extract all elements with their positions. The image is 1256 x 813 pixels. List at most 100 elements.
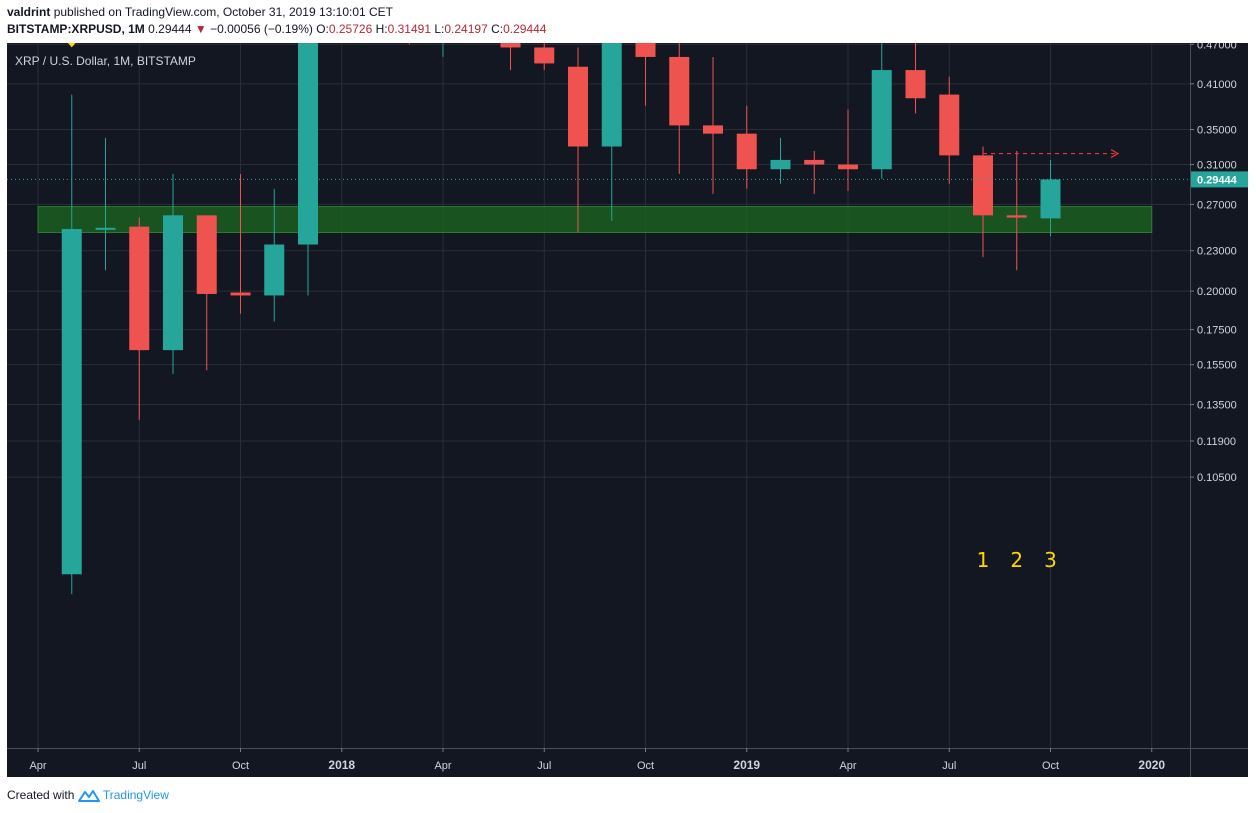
candle[interactable] bbox=[838, 109, 858, 191]
price-tick-label: 0.20000 bbox=[1197, 286, 1237, 298]
candle[interactable] bbox=[635, 43, 656, 106]
candle-body bbox=[703, 125, 723, 134]
support-zone bbox=[37, 206, 1153, 233]
candle[interactable] bbox=[534, 43, 555, 71]
candle[interactable] bbox=[669, 43, 690, 175]
candle[interactable] bbox=[196, 215, 217, 371]
close-value: 0.29444 bbox=[503, 22, 547, 36]
candle-body bbox=[838, 164, 858, 170]
time-tick-label: Apr bbox=[839, 760, 856, 772]
time-tick-label: Oct bbox=[232, 760, 249, 772]
candle[interactable] bbox=[939, 76, 960, 184]
annotation-label: 1 bbox=[977, 548, 990, 572]
time-tick-label: 2018 bbox=[328, 758, 355, 772]
time-tick-label: Jul bbox=[132, 760, 146, 772]
candle[interactable] bbox=[264, 188, 285, 322]
candle-body bbox=[973, 155, 993, 216]
price-tick-label: 0.47000 bbox=[1197, 43, 1237, 51]
candle-body bbox=[871, 70, 892, 170]
high-value: 0.31491 bbox=[387, 22, 431, 36]
tradingview-brand[interactable]: TradingView bbox=[102, 788, 169, 802]
price-tick-label: 0.17500 bbox=[1197, 325, 1237, 337]
candle-body bbox=[1040, 179, 1061, 219]
candle-body bbox=[163, 215, 183, 351]
arrow-head-icon bbox=[1110, 149, 1120, 159]
candle-body bbox=[534, 47, 555, 64]
low-value: 0.24197 bbox=[444, 22, 488, 36]
candle[interactable] bbox=[736, 105, 757, 189]
candle[interactable] bbox=[61, 94, 82, 595]
candle[interactable] bbox=[500, 43, 521, 71]
candle-body bbox=[939, 94, 960, 156]
candle[interactable] bbox=[298, 43, 318, 296]
candle[interactable] bbox=[973, 146, 993, 258]
candle-body bbox=[905, 70, 926, 99]
candle[interactable] bbox=[230, 174, 251, 314]
candle-body bbox=[196, 215, 217, 294]
last-price-badge-label: 0.29444 bbox=[1197, 174, 1238, 186]
candle-body bbox=[264, 244, 285, 296]
candle-body bbox=[736, 133, 757, 170]
candle[interactable] bbox=[770, 137, 791, 184]
candle[interactable] bbox=[905, 43, 926, 114]
time-tick-label: Jul bbox=[942, 760, 956, 772]
candle-body bbox=[770, 159, 791, 170]
candle[interactable] bbox=[601, 43, 622, 221]
candle[interactable] bbox=[95, 137, 116, 271]
price-tick-label: 0.41000 bbox=[1197, 79, 1237, 91]
candle-body bbox=[230, 292, 251, 296]
candle[interactable] bbox=[1040, 160, 1061, 237]
price-tick-label: 0.13500 bbox=[1197, 400, 1237, 412]
publish-text: published on TradingView.com, October 31… bbox=[53, 5, 394, 19]
price-tick-label: 0.23000 bbox=[1197, 246, 1237, 258]
symbol-label: BITSTAMP:XRPUSD, 1M bbox=[7, 22, 145, 36]
open-value: 0.25726 bbox=[328, 22, 373, 36]
chart-title: XRP / U.S. Dollar, 1M, BITSTAMP bbox=[15, 54, 196, 68]
candle-body bbox=[129, 226, 150, 351]
candle[interactable] bbox=[433, 43, 453, 57]
candle-body bbox=[1006, 215, 1027, 218]
candle-body bbox=[669, 56, 690, 126]
price-tick-label: 0.31000 bbox=[1197, 160, 1237, 172]
candle-body bbox=[568, 66, 588, 147]
ohlc-legend: BITSTAMP:XRPUSD, 1M 0.29444 ▼ −0.00056 (… bbox=[7, 22, 546, 36]
time-tick-label: 2020 bbox=[1138, 758, 1165, 772]
time-tick-label: Jul bbox=[537, 760, 551, 772]
low-label: L: bbox=[434, 22, 445, 36]
candle[interactable] bbox=[163, 174, 183, 375]
marker-triangle-icon bbox=[67, 43, 76, 48]
candle[interactable] bbox=[871, 43, 892, 179]
candle[interactable] bbox=[804, 150, 825, 194]
time-tick-label: Apr bbox=[29, 760, 46, 772]
annotation-label: 3 bbox=[1044, 548, 1057, 572]
candle[interactable] bbox=[129, 217, 150, 420]
candle[interactable] bbox=[568, 47, 588, 233]
time-tick-label: Apr bbox=[434, 760, 451, 772]
high-label: H: bbox=[375, 22, 388, 36]
down-arrow-icon: ▼ bbox=[194, 22, 207, 36]
candle-body bbox=[500, 43, 521, 48]
price-tick-label: 0.11900 bbox=[1197, 436, 1236, 448]
publish-info: valdrint published on TradingView.com, O… bbox=[7, 5, 393, 19]
last-price: 0.29444 bbox=[148, 22, 192, 36]
price-tick-label: 0.15500 bbox=[1197, 360, 1237, 372]
candle[interactable] bbox=[1006, 150, 1027, 271]
price-tick-label: 0.27000 bbox=[1197, 199, 1237, 211]
price-tick-label: 0.10500 bbox=[1197, 472, 1237, 484]
candle-body bbox=[95, 227, 116, 230]
candle-body bbox=[298, 43, 318, 245]
author-name[interactable]: valdrint bbox=[7, 5, 51, 19]
candle[interactable] bbox=[703, 56, 723, 194]
time-tick-label: Oct bbox=[1042, 760, 1059, 772]
price-change: −0.00056 (−0.19%) bbox=[210, 22, 313, 36]
candle-body bbox=[601, 43, 622, 147]
time-tick-label: 2019 bbox=[733, 758, 760, 772]
open-label: O: bbox=[316, 22, 329, 36]
time-tick-label: Oct bbox=[637, 760, 654, 772]
footer: Created with TradingView bbox=[7, 788, 169, 803]
close-label: C: bbox=[491, 22, 504, 36]
price-tick-label: 0.35000 bbox=[1197, 125, 1237, 137]
created-with-label: Created with bbox=[7, 788, 75, 802]
